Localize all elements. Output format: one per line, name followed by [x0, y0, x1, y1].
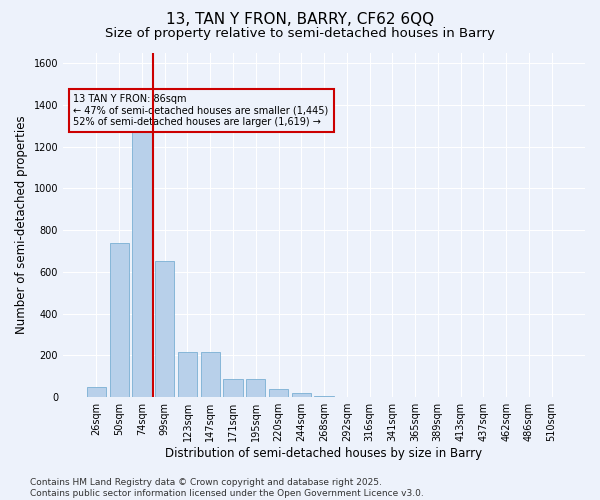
Bar — [269, 389, 288, 397]
Bar — [155, 262, 175, 397]
Y-axis label: Number of semi-detached properties: Number of semi-detached properties — [15, 116, 28, 334]
Bar — [87, 387, 106, 397]
Text: Contains HM Land Registry data © Crown copyright and database right 2025.
Contai: Contains HM Land Registry data © Crown c… — [30, 478, 424, 498]
Text: 13 TAN Y FRON: 86sqm
← 47% of semi-detached houses are smaller (1,445)
52% of se: 13 TAN Y FRON: 86sqm ← 47% of semi-detac… — [73, 94, 329, 127]
Bar — [246, 380, 265, 397]
Text: Size of property relative to semi-detached houses in Barry: Size of property relative to semi-detach… — [105, 28, 495, 40]
Bar — [200, 352, 220, 397]
Bar — [132, 128, 152, 397]
Bar — [110, 242, 129, 397]
Bar — [337, 396, 356, 397]
Text: 13, TAN Y FRON, BARRY, CF62 6QQ: 13, TAN Y FRON, BARRY, CF62 6QQ — [166, 12, 434, 28]
Bar — [314, 396, 334, 397]
Bar — [223, 380, 242, 397]
Bar — [292, 394, 311, 397]
X-axis label: Distribution of semi-detached houses by size in Barry: Distribution of semi-detached houses by … — [166, 447, 482, 460]
Bar — [178, 352, 197, 397]
